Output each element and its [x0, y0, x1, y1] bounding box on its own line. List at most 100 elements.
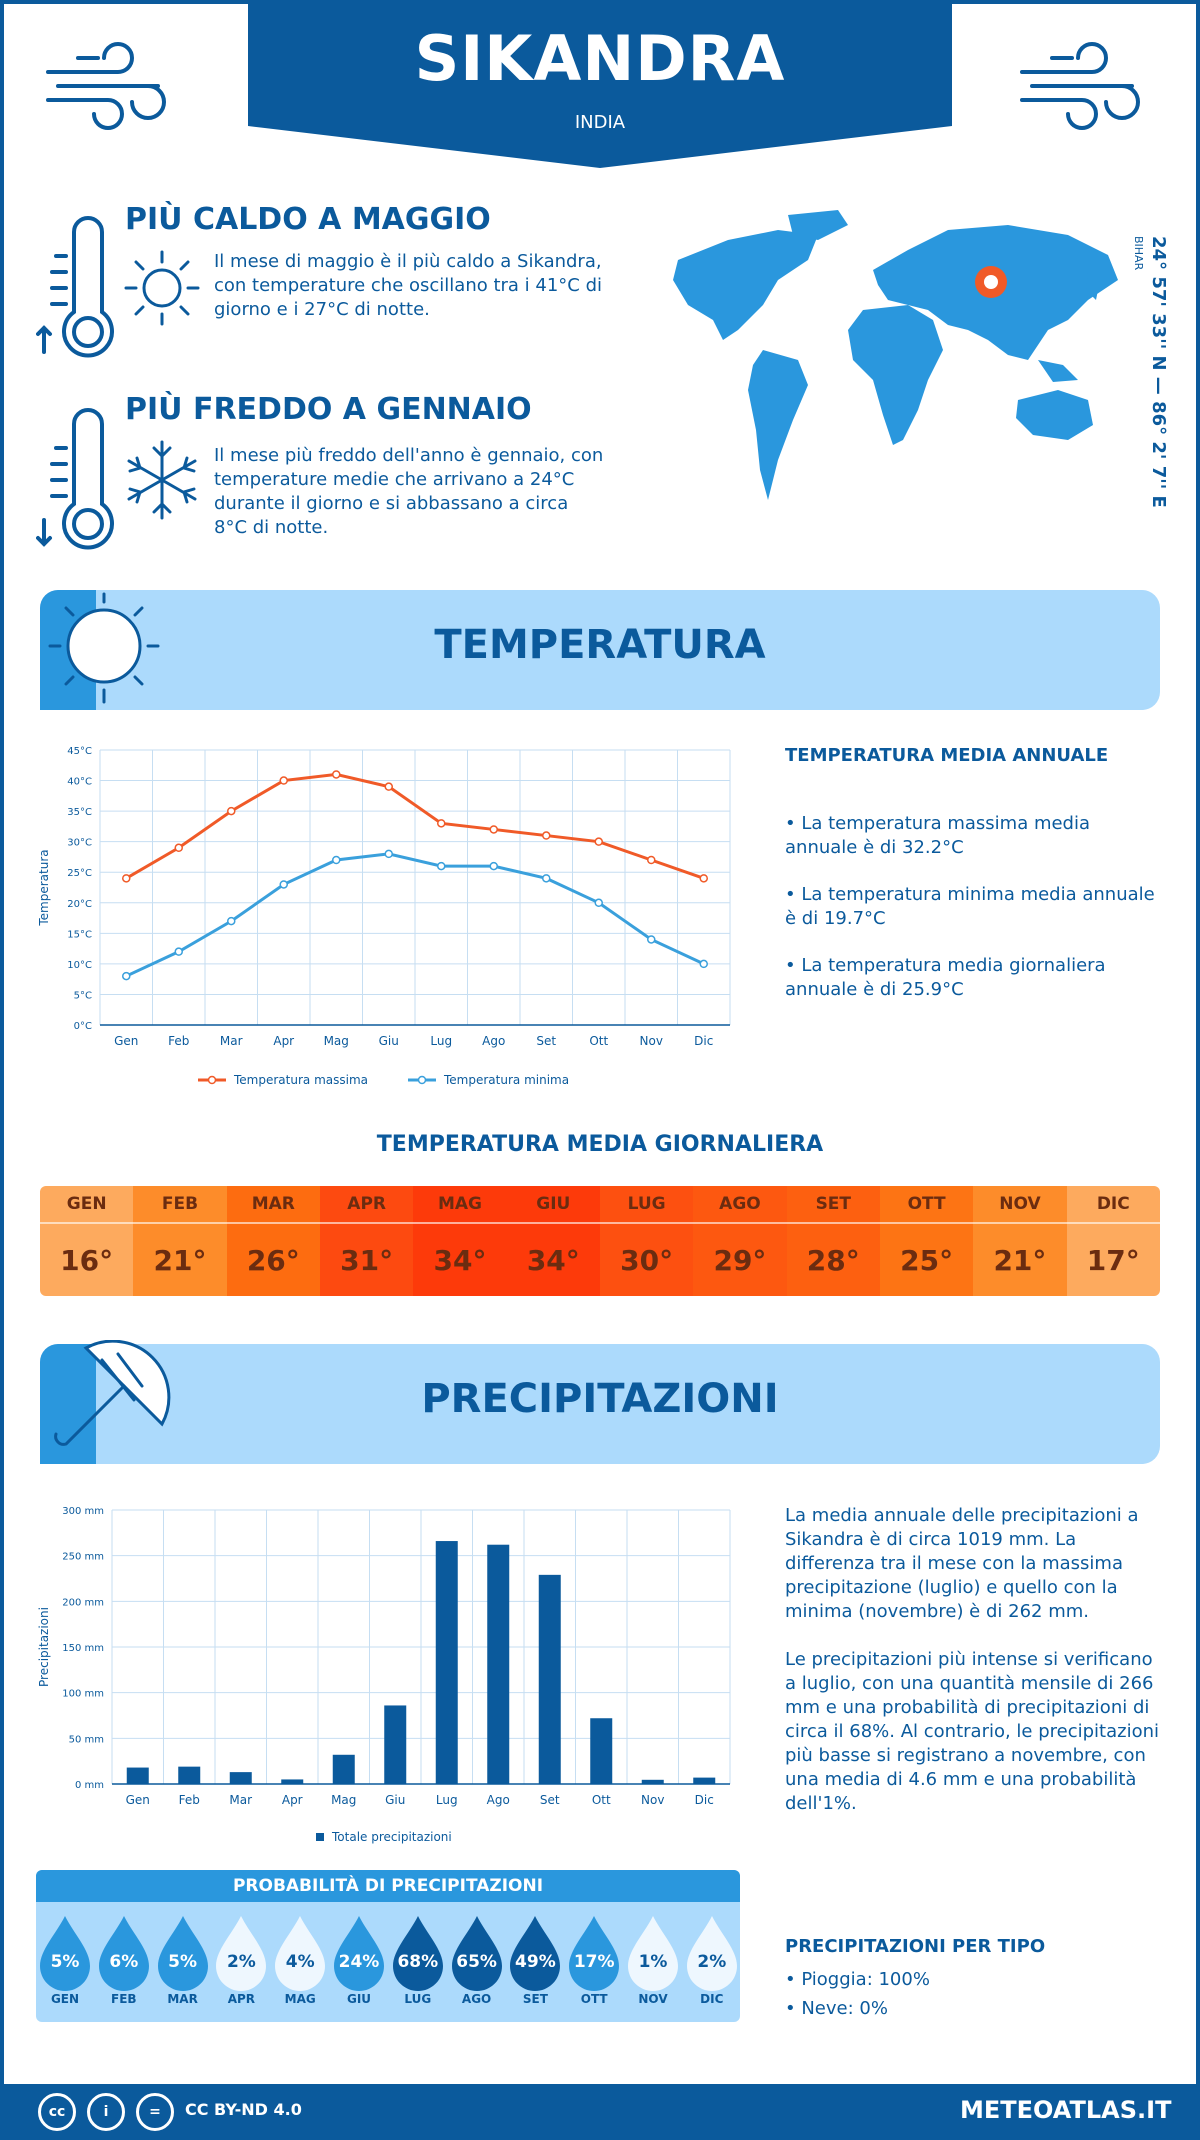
probability-drop: 68% LUG	[391, 1914, 445, 2010]
x-tick-label: Set	[536, 1034, 556, 1048]
data-point	[594, 898, 603, 908]
daily-temp-cell: DIC 17°	[1066, 1186, 1160, 1296]
precip-type-title: PRECIPITAZIONI PER TIPO	[785, 1936, 1046, 1957]
precipitation-text-1: La media annuale delle precipitazioni a …	[785, 1505, 1139, 1622]
x-tick-label: Lug	[430, 1034, 452, 1048]
y-tick-label: 40°C	[67, 777, 92, 788]
daily-temp-month: DIC	[1066, 1186, 1160, 1224]
daily-temp-value: 34°	[526, 1243, 580, 1277]
data-point	[227, 916, 236, 926]
temperature-title: TEMPERATURA	[434, 622, 766, 668]
daily-temp-cell: GIU 34°	[506, 1186, 600, 1296]
probability-value: 24%	[338, 1952, 380, 1972]
daily-temp-table: GEN 16° FEB 21° MAR 26° APR 31° MAG 34° GIU 34° LUG 3…	[40, 1186, 1160, 1296]
x-tick-label: Set	[540, 1793, 560, 1807]
probability-value: 2%	[226, 1952, 256, 1972]
x-tick-label: Ago	[487, 1793, 510, 1807]
x-tick-label: Mag	[331, 1793, 356, 1807]
data-point	[279, 776, 288, 785]
snowflake-icon	[127, 440, 197, 520]
daily-temp-cell: OTT 25°	[879, 1186, 974, 1296]
y-tick-label: 30°C	[67, 838, 92, 849]
bar	[281, 1779, 304, 1784]
probability-drop: 5% GEN	[38, 1914, 92, 2010]
brand-link[interactable]: METEOATLAS.IT	[960, 2096, 1172, 2124]
daily-temp-cell: MAG 34°	[413, 1186, 507, 1296]
x-tick-label: Giu	[379, 1034, 399, 1048]
bar	[332, 1754, 355, 1784]
umbrella-icon	[54, 1340, 171, 1446]
probability-value: 2%	[697, 1952, 727, 1972]
daily-temp-value: 25°	[900, 1243, 954, 1277]
daily-temp-cell: GEN 16°	[40, 1186, 134, 1296]
x-tick-label: Feb	[179, 1793, 200, 1807]
data-point	[384, 849, 393, 859]
sun-icon	[124, 250, 200, 326]
data-point	[489, 861, 498, 871]
precipitation-band	[40, 1344, 1160, 1464]
daily-temp-month: MAR	[226, 1186, 320, 1224]
probability-drop: 2% APR	[214, 1914, 268, 2010]
x-tick-label: Mar	[220, 1034, 243, 1048]
bar	[435, 1541, 458, 1784]
probability-drop: 6% FEB	[97, 1914, 151, 2010]
thermometer-hot-icon	[36, 216, 114, 358]
y-tick-label: 100 mm	[62, 1689, 104, 1700]
raindrop-icon	[392, 1916, 443, 1991]
sun-icon	[48, 592, 160, 704]
daily-temp-value: 31°	[340, 1243, 394, 1277]
probability-value: 1%	[638, 1952, 668, 1972]
raindrop-icon	[510, 1916, 561, 1991]
y-tick-label: 10°C	[67, 960, 92, 971]
x-tick-label: Ott	[589, 1034, 608, 1048]
daily-temp-value: 29°	[713, 1243, 767, 1277]
precipitation-text-2: Le precipitazioni più intense si verific…	[785, 1649, 1160, 1814]
bar	[487, 1544, 510, 1784]
raindrop-icon	[40, 1916, 90, 1991]
coldest-text: Il mese più freddo dell'anno è gennaio, …	[214, 445, 604, 538]
y-tick-label: 300 mm	[62, 1506, 104, 1517]
x-tick-label: Mag	[324, 1034, 349, 1048]
probability-drop: 65% AGO	[450, 1914, 504, 2010]
raindrop-icon	[275, 1916, 326, 1991]
y-tick-label: 50 mm	[69, 1734, 104, 1745]
daily-temp-month: MAG	[413, 1186, 507, 1224]
daily-temp-cell: FEB 21°	[133, 1186, 227, 1296]
probability-month: MAR	[167, 1992, 198, 2006]
hottest-title: PIÙ CALDO A MAGGIO	[125, 202, 491, 237]
x-tick-label: Mar	[229, 1793, 252, 1807]
data-point	[699, 874, 708, 883]
data-point	[594, 837, 603, 846]
bar	[538, 1574, 561, 1784]
probability-value: 65%	[456, 1952, 497, 1972]
annual-temp-title: TEMPERATURA MEDIA ANNUALE	[785, 745, 1109, 766]
data-point	[437, 861, 446, 871]
wind-icon	[46, 42, 166, 130]
x-tick-label: Dic	[694, 1034, 713, 1048]
footer	[0, 2084, 1200, 2140]
annual-min-text: • La temperatura minima media annuale è …	[785, 884, 1155, 929]
bar	[693, 1777, 716, 1784]
legend-marker	[417, 1075, 427, 1085]
y-tick-label: 25°C	[67, 868, 92, 879]
legend-label: Temperatura minima	[443, 1073, 569, 1087]
y-tick-label: 35°C	[67, 807, 92, 818]
daily-temp-value: 26°	[246, 1243, 300, 1277]
cc-icon: cc	[38, 2093, 76, 2131]
probability-value: 5%	[168, 1952, 198, 1972]
coordinates: 24° 57' 33'' N — 86° 2' 7'' E	[1148, 236, 1169, 508]
y-tick-label: 250 mm	[62, 1552, 104, 1563]
daily-temp-cell: LUG 30°	[599, 1186, 694, 1296]
precipitation-probability-title: PROBABILITÀ DI PRECIPITAZIONI	[36, 1870, 740, 1902]
x-tick-label: Ott	[592, 1793, 611, 1807]
data-point	[647, 855, 656, 865]
data-point	[174, 947, 183, 956]
daily-temp-value: 30°	[620, 1243, 674, 1277]
data-point	[227, 806, 236, 816]
data-point	[384, 782, 393, 791]
probability-month: FEB	[111, 1992, 137, 2006]
daily-temp-value: 28°	[806, 1243, 860, 1277]
legend-swatch	[316, 1833, 324, 1841]
probability-month: GIU	[346, 1992, 372, 2006]
probability-value: 6%	[109, 1952, 139, 1972]
